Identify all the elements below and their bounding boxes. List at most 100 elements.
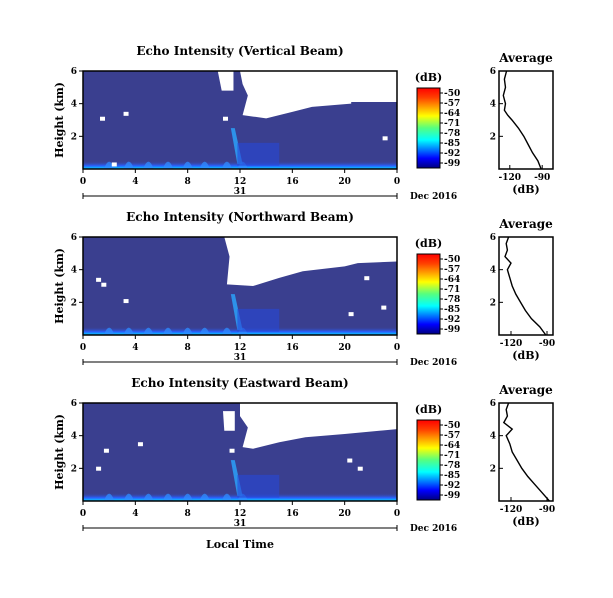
x-tick-label: 0 (80, 343, 86, 353)
colorbar-label: -64 (444, 441, 460, 451)
no-echo-speck (222, 116, 228, 121)
colorbar-label: -78 (444, 461, 460, 471)
x-tick-label: 8 (185, 343, 191, 353)
profile-title: Average (498, 217, 553, 231)
colorbar-label: -64 (444, 109, 460, 119)
no-echo-region (240, 403, 397, 449)
profile-title: Average (498, 383, 553, 397)
no-echo-speck (382, 136, 388, 141)
profile-y-tick-label: 4 (490, 100, 496, 110)
x-tick-label: 0 (394, 177, 400, 187)
profile-x-tick-label: -90 (534, 173, 550, 183)
colorbar-unit: (dB) (415, 237, 442, 250)
y-axis-label: Height (km) (53, 248, 66, 324)
colorbar-label: -78 (444, 295, 460, 305)
echo-patch (221, 493, 233, 501)
y-tick-label: 6 (71, 67, 77, 77)
echo-patch (103, 493, 115, 501)
panel-title: Echo Intensity (Eastward Beam) (131, 376, 348, 390)
profile-x-tick-label: -90 (539, 505, 555, 515)
colorbar-label: -92 (444, 481, 460, 491)
no-echo-speck (383, 407, 389, 412)
echo-patch (123, 493, 135, 501)
no-echo-speck (347, 458, 353, 463)
colorbar-label: -57 (444, 265, 460, 275)
no-echo-speck (137, 442, 143, 447)
no-echo-region (222, 411, 235, 431)
x-tick-label: 12 (234, 177, 247, 187)
echo-patch (182, 493, 193, 501)
profile-title: Average (498, 51, 553, 65)
echo-patch (162, 327, 174, 335)
profile-x-label: (dB) (512, 183, 539, 196)
panel-title: Echo Intensity (Northward Beam) (126, 210, 354, 224)
echo-patch (143, 493, 154, 501)
no-echo-region (224, 237, 397, 286)
echo-patch (162, 161, 174, 169)
colorbar-label: -57 (444, 431, 460, 441)
no-echo-speck (111, 162, 117, 167)
x-tick-label: 12 (234, 509, 247, 519)
no-echo-speck (381, 305, 387, 310)
colorbar-label: -64 (444, 275, 460, 285)
no-echo-speck (123, 111, 129, 116)
panel-1: Echo Intensity (Northward Beam) 2 4 6 Height… (53, 210, 555, 368)
colorbar-label: -85 (444, 471, 460, 481)
colorbar (416, 87, 441, 169)
y-tick-label: 4 (71, 100, 77, 110)
colorbar-unit: (dB) (415, 71, 442, 84)
panel-title: Echo Intensity (Vertical Beam) (136, 44, 343, 58)
x-tick-label: 0 (394, 509, 400, 519)
profile-line (502, 70, 542, 170)
y-tick-label: 2 (71, 464, 77, 474)
no-echo-speck (368, 243, 374, 248)
x-tick-label: 0 (394, 343, 400, 353)
x-tick-label: 0 (80, 177, 86, 187)
echo-patch (221, 327, 233, 335)
colorbar-label: -85 (444, 139, 460, 149)
colorbar-label: -99 (444, 491, 460, 501)
profile-frame (498, 236, 554, 336)
colorbar-label: -50 (444, 89, 460, 99)
profile-frame (498, 70, 554, 170)
colorbar-unit: (dB) (415, 403, 442, 416)
panel-0: Echo Intensity (Vertical Beam) 2 4 6 Height … (53, 44, 554, 202)
profile-y-tick-label: 6 (490, 399, 496, 409)
echo-patch (199, 161, 210, 169)
colorbar-label: -50 (444, 255, 460, 265)
echo-patch (123, 161, 135, 169)
no-echo-speck (364, 276, 370, 281)
x-tick-label: 16 (286, 343, 299, 353)
no-echo-speck (123, 299, 129, 304)
profile-y-tick-label: 6 (490, 233, 496, 243)
echo-patch (221, 161, 233, 169)
x-tick-label: 4 (132, 509, 138, 519)
echo-layer (237, 142, 280, 166)
no-echo-speck (101, 282, 107, 287)
profile-x-label: (dB) (512, 349, 539, 362)
colorbar-label: -57 (444, 99, 460, 109)
echo-patch (123, 327, 135, 335)
x-tick-label: 4 (132, 343, 138, 353)
colorbar-label: -78 (444, 129, 460, 139)
date-label: Dec 2016 (410, 358, 457, 368)
x-tick-label: 16 (286, 509, 299, 519)
no-echo-speck (103, 448, 109, 453)
x-tick-label: 20 (338, 177, 351, 187)
profile-x-tick-label: -120 (500, 505, 523, 515)
x-tick-label: 20 (338, 509, 351, 519)
y-tick-label: 2 (71, 132, 77, 142)
echo-patch (182, 161, 193, 169)
colorbar-label: -92 (444, 149, 460, 159)
colorbar-label: -50 (444, 421, 460, 431)
profile-line (504, 236, 547, 336)
x-axis-label: Local Time (206, 538, 274, 551)
no-echo-speck (100, 116, 106, 121)
colorbar-label: -71 (444, 451, 460, 461)
profile-y-tick-label: 4 (490, 432, 496, 442)
y-axis-label: Height (km) (53, 414, 66, 490)
profile-y-tick-label: 2 (490, 298, 496, 308)
profile-line (502, 402, 550, 502)
no-echo-speck (96, 466, 102, 471)
